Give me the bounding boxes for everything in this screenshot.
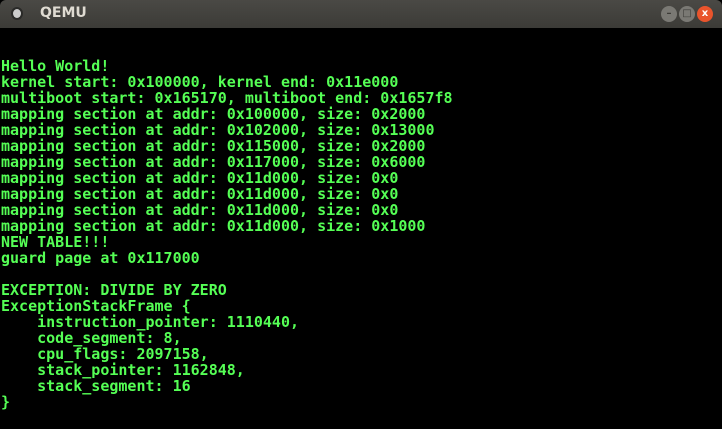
terminal-line: Hello World!: [1, 57, 110, 75]
terminal-line: mapping section at addr: 0x102000, size:…: [1, 121, 435, 139]
window-title: QEMU: [40, 5, 87, 21]
terminal-line: mapping section at addr: 0x11d000, size:…: [1, 185, 399, 203]
terminal-line: stack_segment: 16: [1, 377, 191, 395]
terminal-line: multiboot start: 0x165170, multiboot end…: [1, 89, 453, 107]
terminal-line: EXCEPTION: DIVIDE BY ZERO: [1, 281, 227, 299]
terminal-line: mapping section at addr: 0x115000, size:…: [1, 137, 426, 155]
terminal-line: cpu_flags: 2097158,: [1, 345, 209, 363]
minimize-icon: –: [666, 8, 672, 19]
terminal-line: guard page at 0x117000: [1, 249, 200, 267]
maximize-icon: □: [682, 8, 692, 19]
terminal-line: code_segment: 8,: [1, 329, 182, 347]
terminal-line: stack_pointer: 1162848,: [1, 361, 245, 379]
close-button[interactable]: x: [697, 6, 713, 22]
minimize-button[interactable]: –: [661, 6, 677, 22]
terminal-line: ExceptionStackFrame {: [1, 297, 191, 315]
terminal-line: mapping section at addr: 0x117000, size:…: [1, 153, 426, 171]
terminal-line: instruction_pointer: 1110440,: [1, 313, 300, 331]
terminal-line: mapping section at addr: 0x11d000, size:…: [1, 169, 399, 187]
terminal-output: Hello World! kernel start: 0x100000, kern…: [1, 58, 453, 410]
app-icon: [13, 9, 21, 18]
terminal-line: NEW TABLE!!!: [1, 233, 110, 251]
close-icon: x: [701, 8, 709, 19]
terminal-line: mapping section at addr: 0x11d000, size:…: [1, 201, 399, 219]
maximize-button[interactable]: □: [679, 6, 695, 22]
terminal-line: mapping section at addr: 0x11d000, size:…: [1, 217, 426, 235]
terminal-line: mapping section at addr: 0x100000, size:…: [1, 105, 426, 123]
terminal-line: kernel start: 0x100000, kernel end: 0x11…: [1, 73, 399, 91]
terminal-line: [1, 266, 453, 282]
terminal-line: }: [1, 393, 11, 411]
title-bar[interactable]: QEMU – □ x: [0, 0, 722, 28]
vm-screen[interactable]: Hello World! kernel start: 0x100000, kern…: [0, 28, 722, 429]
